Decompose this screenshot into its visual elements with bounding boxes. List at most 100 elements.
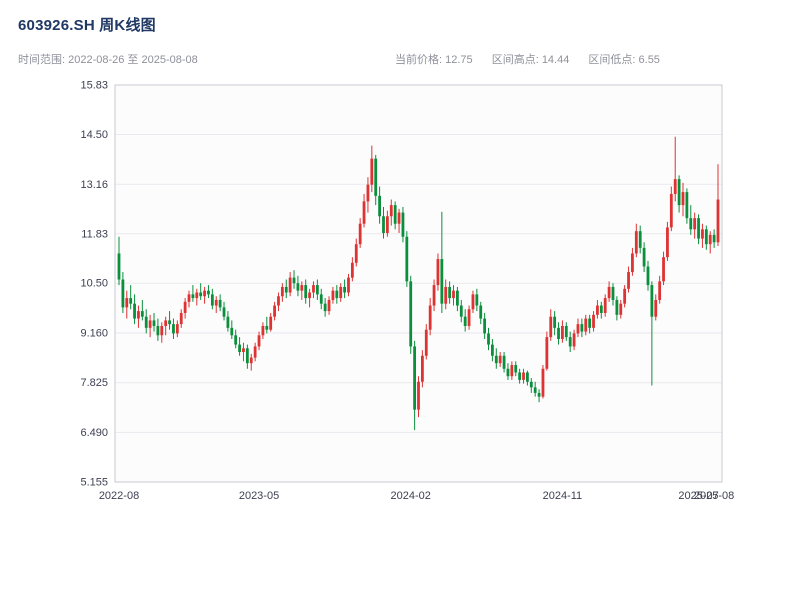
candle-body <box>277 296 280 306</box>
candle-body <box>561 325 564 340</box>
candle-body <box>580 324 584 332</box>
candle-body <box>689 218 693 230</box>
candle-body <box>187 294 191 302</box>
y-tick-label: 14.50 <box>80 129 108 141</box>
candle-body <box>631 253 634 273</box>
candle-body <box>374 158 378 196</box>
candle-body <box>175 324 179 334</box>
candle-body <box>417 381 420 410</box>
candle-body <box>331 290 335 300</box>
candle-body <box>685 192 689 219</box>
candle-body <box>304 285 308 299</box>
candle-body <box>522 372 525 380</box>
candle-body <box>712 234 716 243</box>
candle-body <box>541 368 545 397</box>
candle-body <box>207 290 210 295</box>
candle-body <box>708 234 712 245</box>
candle-body <box>210 294 214 306</box>
candle-body <box>288 277 292 293</box>
candle-body <box>230 327 234 336</box>
candle-body <box>160 325 164 336</box>
candle-body <box>350 262 354 278</box>
y-tick-label: 9.160 <box>80 328 108 340</box>
candle-body <box>172 324 175 334</box>
candle-body <box>179 312 183 325</box>
candle-body <box>669 193 673 228</box>
candle-body <box>701 229 704 239</box>
candle-body <box>389 205 393 217</box>
candle-body <box>378 195 382 217</box>
candle-body <box>269 316 273 330</box>
candle-body <box>354 244 358 263</box>
price-stats: 当前价格: 12.75 区间高点: 14.44 区间低点: 6.55 <box>395 51 676 67</box>
candle-body <box>335 290 339 299</box>
candle-body <box>529 381 533 388</box>
candle-body <box>257 335 261 347</box>
candle-body <box>463 316 467 326</box>
candle-body <box>627 272 630 289</box>
candle-body <box>312 285 315 293</box>
candle-body <box>502 355 506 369</box>
range-high-label: 区间高点: 14.44 <box>491 54 570 66</box>
candle-body <box>697 218 700 239</box>
candle-body <box>479 305 483 319</box>
candle-body <box>611 286 615 300</box>
candle-body <box>673 179 677 194</box>
candle-body <box>487 333 490 345</box>
candle-body <box>413 346 417 410</box>
candle-body <box>280 286 284 297</box>
candle-body <box>382 216 385 234</box>
x-tick-label: 2023-05 <box>239 490 279 502</box>
candle-body <box>448 286 452 299</box>
x-tick-label: 2024-02 <box>391 490 431 502</box>
candle-body <box>704 229 708 245</box>
candle-body <box>662 257 665 282</box>
candle-body <box>572 333 576 347</box>
candle-body <box>467 309 471 326</box>
candle-body <box>475 294 479 306</box>
y-tick-label: 11.83 <box>81 228 108 240</box>
candle-body <box>681 192 685 206</box>
candle-body <box>199 292 203 297</box>
candle-body <box>168 320 171 325</box>
candle-body <box>666 227 669 258</box>
y-tick-label: 5.155 <box>80 477 108 489</box>
candle-body <box>265 325 269 330</box>
candle-body <box>152 320 156 326</box>
plot-border <box>114 84 723 483</box>
candle-body <box>568 337 572 347</box>
candle-body <box>549 316 553 338</box>
candle-body <box>518 372 522 380</box>
candle-body <box>401 212 405 237</box>
candle-body <box>343 286 346 293</box>
candle-body <box>319 294 323 304</box>
candle-body <box>191 294 195 299</box>
candle-body <box>510 365 514 377</box>
candle-body <box>638 231 642 248</box>
candle-body <box>646 266 650 286</box>
candle-body <box>537 392 541 397</box>
candle-body <box>218 299 222 308</box>
candle-body <box>494 355 498 364</box>
candle-body <box>245 348 249 364</box>
candle-body <box>409 281 413 347</box>
candle-body <box>242 348 245 353</box>
candle-body <box>238 344 241 353</box>
candle-body <box>308 292 311 299</box>
candle-body <box>125 298 129 308</box>
candle-body <box>397 212 401 224</box>
candle-body <box>545 337 549 369</box>
candle-body <box>393 205 397 224</box>
candle-body <box>623 288 627 304</box>
candle-body <box>385 216 389 234</box>
candle-body <box>315 285 319 295</box>
candle-body <box>183 301 187 313</box>
candle-body <box>599 305 603 313</box>
candle-body <box>195 292 199 299</box>
candle-body <box>292 277 296 284</box>
candle-body <box>432 285 436 306</box>
candle-body <box>564 325 568 338</box>
candle-body <box>261 325 265 336</box>
candle-body <box>650 285 654 317</box>
candle-body <box>133 303 136 319</box>
